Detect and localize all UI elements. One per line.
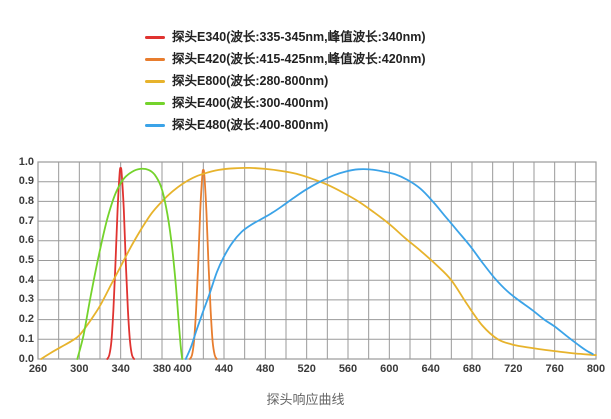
- x-tick-label: 800: [586, 363, 606, 375]
- x-tick-label: 300: [70, 363, 89, 375]
- curve-e480: [184, 168, 594, 360]
- legend-item-e340: 探头E340(波长:335-345nm,峰值波长:340nm): [145, 31, 426, 44]
- y-tick-label: 0.3: [18, 293, 34, 306]
- x-tick-label: 340: [111, 363, 130, 375]
- x-tick-label: 640: [421, 363, 440, 375]
- legend-line-icon: [145, 36, 165, 39]
- y-tick-label: 1.0: [18, 155, 34, 168]
- curve-e800: [40, 166, 597, 360]
- legend-label: 探头E480(波长:400-800nm): [172, 118, 329, 132]
- legend-line-icon: [145, 102, 165, 105]
- curve-e400: [76, 167, 184, 360]
- legend-item-e400: 探头E400(波长:300-400nm): [145, 97, 426, 110]
- x-tick-label: 480: [256, 363, 275, 375]
- y-tick-label: 0.4: [18, 273, 34, 286]
- x-tick-label: 760: [545, 363, 564, 375]
- curve-e340: [106, 166, 135, 360]
- y-tick-label: 0.0: [18, 352, 34, 365]
- y-tick-label: 0.1: [18, 332, 34, 345]
- x-tick-label: 560: [338, 363, 358, 375]
- legend-item-e480: 探头E480(波长:400-800nm): [145, 119, 426, 132]
- y-tick-label: 0.7: [18, 214, 34, 227]
- legend-label: 探头E800(波长:280-800nm): [172, 74, 329, 88]
- y-tick-label: 0.5: [18, 254, 34, 266]
- legend-label: 探头E400(波长:300-400nm): [172, 96, 329, 110]
- legend-item-e420: 探头E420(波长:415-425nm,峰值波长:420nm): [145, 53, 426, 66]
- legend-label: 探头E420(波长:415-425nm,峰值波长:420nm): [172, 52, 426, 66]
- y-tick-label: 0.8: [18, 194, 34, 207]
- x-tick-label: 440: [214, 363, 234, 375]
- legend-item-e800: 探头E800(波长:280-800nm): [145, 75, 426, 88]
- x-tick-label: 720: [504, 363, 523, 375]
- y-tick-label: 0.9: [18, 175, 34, 188]
- legend-line-icon: [145, 124, 165, 127]
- x-tick-label: 260: [28, 363, 48, 375]
- x-tick-label: 400: [173, 363, 192, 375]
- chart-title: 探头响应曲线: [266, 392, 345, 407]
- chart-legend: 探头E340(波长:335-345nm,峰值波长:340nm) 探头E420(波长…: [145, 31, 426, 141]
- y-tick-label: 0.6: [18, 234, 34, 247]
- plot-border: [37, 161, 597, 360]
- legend-label: 探头E340(波长:335-345nm,峰值波长:340nm): [172, 30, 426, 44]
- x-tick-label: 680: [462, 363, 482, 375]
- y-tick-label: 0.2: [18, 313, 34, 326]
- legend-line-icon: [145, 80, 165, 83]
- x-tick-label: 520: [297, 363, 316, 375]
- legend-line-icon: [145, 58, 165, 61]
- x-tick-label: 600: [380, 363, 399, 375]
- x-tick-label: 380: [152, 363, 172, 375]
